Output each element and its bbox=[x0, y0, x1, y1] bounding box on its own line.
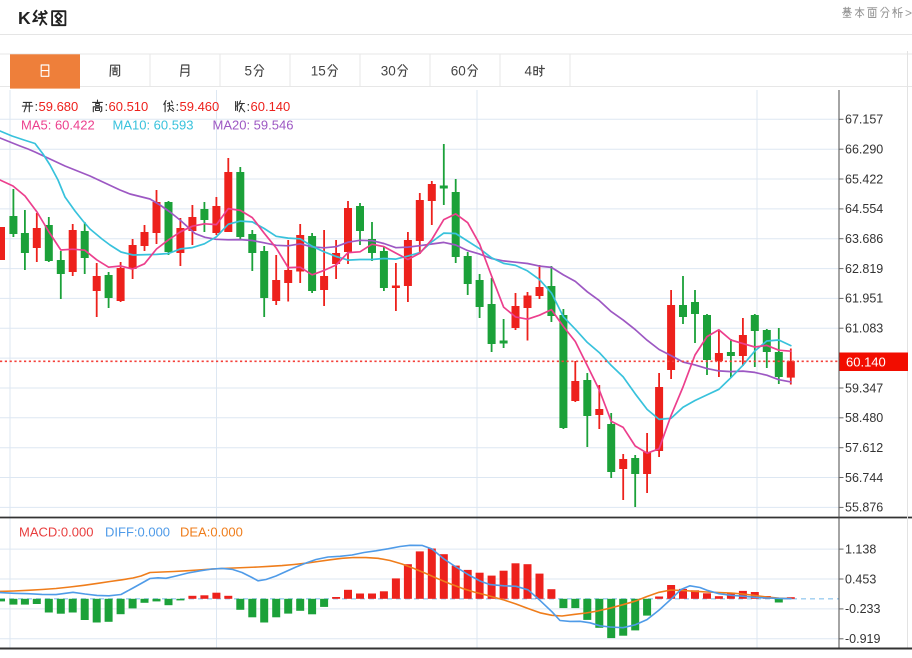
svg-text:61.951: 61.951 bbox=[845, 292, 883, 306]
svg-text:1.138: 1.138 bbox=[845, 542, 876, 556]
svg-text:61.083: 61.083 bbox=[845, 322, 883, 336]
svg-text:60.140: 60.140 bbox=[846, 354, 886, 369]
svg-text:67.157: 67.157 bbox=[845, 113, 883, 127]
svg-text:59.460: 59.460 bbox=[180, 99, 220, 114]
svg-text:MA5: 60.422: MA5: 60.422 bbox=[21, 118, 95, 133]
svg-text:66.290: 66.290 bbox=[845, 142, 883, 156]
svg-text:MA10: 60.593: MA10: 60.593 bbox=[113, 118, 194, 133]
svg-text:62.819: 62.819 bbox=[845, 262, 883, 276]
svg-text:-0.233: -0.233 bbox=[845, 602, 880, 616]
svg-text:DEA:0.000: DEA:0.000 bbox=[180, 525, 243, 540]
svg-text:DIFF:0.000: DIFF:0.000 bbox=[105, 525, 170, 540]
svg-text:65.422: 65.422 bbox=[845, 172, 883, 186]
svg-text:59.347: 59.347 bbox=[845, 381, 883, 395]
svg-text:60: 60 bbox=[451, 64, 466, 79]
svg-text:59.680: 59.680 bbox=[39, 99, 79, 114]
svg-text:60.510: 60.510 bbox=[109, 99, 149, 114]
svg-text:K: K bbox=[18, 8, 31, 28]
svg-text:MACD:0.000: MACD:0.000 bbox=[19, 525, 93, 540]
svg-text:>: > bbox=[905, 6, 912, 20]
svg-text::: : bbox=[35, 99, 39, 114]
svg-text:5: 5 bbox=[244, 64, 252, 79]
svg-text:4: 4 bbox=[524, 64, 532, 79]
svg-text:-0.919: -0.919 bbox=[845, 632, 880, 646]
svg-text:56.744: 56.744 bbox=[845, 471, 883, 485]
svg-text::: : bbox=[105, 99, 109, 114]
svg-text:55.876: 55.876 bbox=[845, 501, 883, 515]
svg-text::: : bbox=[247, 99, 251, 114]
svg-text:15: 15 bbox=[311, 64, 326, 79]
svg-text:64.554: 64.554 bbox=[845, 202, 883, 216]
svg-text:0.453: 0.453 bbox=[845, 572, 876, 586]
svg-text::: : bbox=[176, 99, 180, 114]
svg-text:MA20: 59.546: MA20: 59.546 bbox=[213, 118, 294, 133]
svg-text:60.140: 60.140 bbox=[251, 99, 291, 114]
svg-text:30: 30 bbox=[381, 64, 396, 79]
svg-text:57.612: 57.612 bbox=[845, 441, 883, 455]
svg-text:58.480: 58.480 bbox=[845, 411, 883, 425]
svg-text:63.686: 63.686 bbox=[845, 232, 883, 246]
